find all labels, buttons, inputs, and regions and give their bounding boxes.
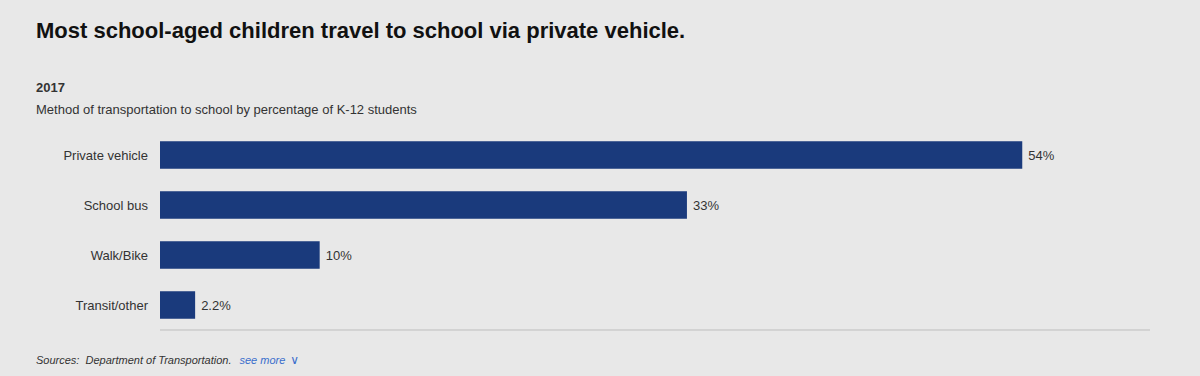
source-link[interactable]: see more: [239, 354, 285, 366]
x-axis-line: [160, 330, 1150, 331]
link-arrow[interactable]: ∨: [290, 353, 299, 367]
data-label: 2.2%: [201, 298, 231, 313]
data-label: 54%: [1028, 148, 1054, 163]
bar: [160, 191, 687, 219]
chart-subtitle: Method of transportation to school by pe…: [36, 102, 417, 117]
source-text: Sources: Department of Transportation.: [36, 354, 231, 366]
category-label: Walk/Bike: [91, 248, 148, 263]
data-label: 33%: [693, 198, 719, 213]
bar: [160, 141, 1022, 169]
chart-title: Most school-aged children travel to scho…: [36, 18, 685, 43]
background: [0, 0, 1200, 376]
category-label: Private vehicle: [63, 148, 148, 163]
category-label: School bus: [84, 198, 149, 213]
bars: [160, 141, 1022, 319]
data-label: 10%: [326, 248, 352, 263]
year-label: 2017: [36, 80, 65, 95]
bar: [160, 241, 320, 269]
chart-container: Most school-aged children travel to scho…: [0, 0, 1200, 376]
bar: [160, 291, 195, 319]
category-label: Transit/other: [76, 298, 149, 313]
labels: Private vehicle 54% School bus 33% Walk/Bike…: [63, 148, 1054, 313]
chart-svg: Most school-aged children travel to scho…: [0, 0, 1200, 376]
